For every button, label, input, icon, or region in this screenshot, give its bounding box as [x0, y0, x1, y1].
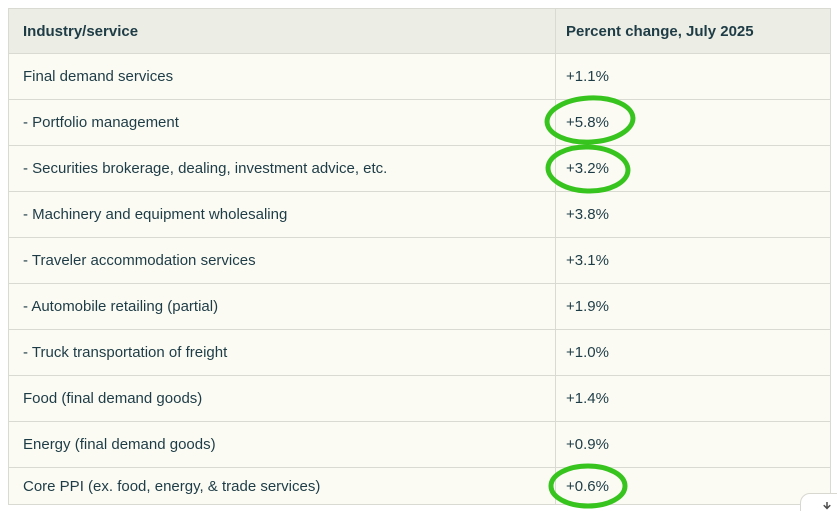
- data-table: Industry/service Percent change, July 20…: [8, 8, 831, 505]
- value-cell: +5.8%: [566, 114, 609, 131]
- download-button[interactable]: [800, 493, 837, 511]
- value-cell: +1.1%: [566, 68, 609, 85]
- industry-cell: - Securities brokerage, dealing, investm…: [9, 146, 556, 191]
- industry-cell: Food (final demand goods): [9, 376, 556, 421]
- industry-cell: Core PPI (ex. food, energy, & trade serv…: [9, 468, 556, 504]
- value-cell: +1.4%: [566, 390, 609, 407]
- value-cell: +1.9%: [566, 298, 609, 315]
- table-header-row: Industry/service Percent change, July 20…: [9, 9, 830, 53]
- industry-cell: Energy (final demand goods): [9, 422, 556, 467]
- table-row: Final demand services +1.1%: [9, 53, 830, 99]
- table-row: Energy (final demand goods) +0.9%: [9, 421, 830, 467]
- column-header-percent-change: Percent change, July 2025: [566, 22, 754, 40]
- download-icon: [823, 502, 831, 510]
- table-row: - Traveler accommodation services +3.1%: [9, 237, 830, 283]
- table-row: - Truck transportation of freight +1.0%: [9, 329, 830, 375]
- table-row: Food (final demand goods) +1.4%: [9, 375, 830, 421]
- industry-cell: - Machinery and equipment wholesaling: [9, 192, 556, 237]
- industry-cell: Final demand services: [9, 54, 556, 99]
- industry-cell: - Truck transportation of freight: [9, 330, 556, 375]
- value-cell: +0.9%: [566, 436, 609, 453]
- table-row: - Automobile retailing (partial) +1.9%: [9, 283, 830, 329]
- industry-cell: - Traveler accommodation services: [9, 238, 556, 283]
- table-row: - Securities brokerage, dealing, investm…: [9, 145, 830, 191]
- table-row: - Machinery and equipment wholesaling +3.…: [9, 191, 830, 237]
- value-cell: +3.1%: [566, 252, 609, 269]
- value-cell: +0.6%: [566, 477, 609, 495]
- industry-cell: - Automobile retailing (partial): [9, 284, 556, 329]
- column-header-industry: Industry/service: [9, 9, 556, 53]
- industry-cell: - Portfolio management: [9, 100, 556, 145]
- table-row: Core PPI (ex. food, energy, & trade serv…: [9, 467, 830, 504]
- table-row: - Portfolio management +5.8%: [9, 99, 830, 145]
- value-cell: +3.2%: [566, 160, 609, 177]
- value-cell: +3.8%: [566, 206, 609, 223]
- value-cell: +1.0%: [566, 344, 609, 361]
- table-body: Final demand services +1.1% - Portfolio ma…: [9, 53, 830, 504]
